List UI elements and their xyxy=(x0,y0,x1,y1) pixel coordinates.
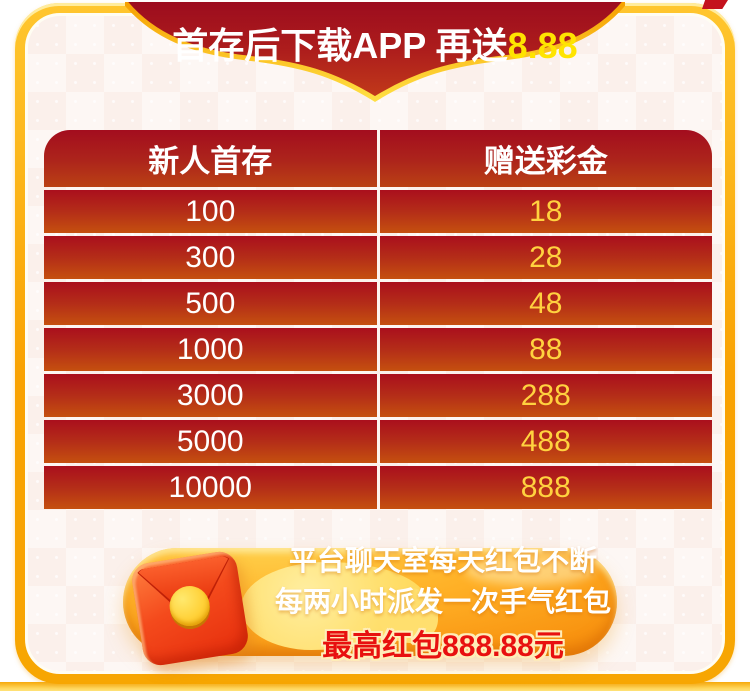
column-divider xyxy=(376,466,380,509)
promo-line-2: 每两小时派发一次手气红包 xyxy=(275,586,612,617)
column-divider xyxy=(376,190,380,233)
table-row: 3000 288 xyxy=(44,374,712,417)
column-divider xyxy=(376,282,380,325)
table-row: 100 18 xyxy=(44,190,712,233)
promo-line-max: 最高红包888.88元 xyxy=(322,630,564,663)
table-row: 500 48 xyxy=(44,282,712,325)
column-divider xyxy=(376,374,380,417)
promo-line-1: 平台聊天室每天红包不断 xyxy=(288,545,597,576)
download-app-banner[interactable]: 首存后下载APP 再送8.88 xyxy=(125,2,625,108)
deposit-cell: 100 xyxy=(44,190,377,233)
column-divider xyxy=(376,130,380,187)
deposit-cell: 5000 xyxy=(44,420,377,463)
deposit-cell: 10000 xyxy=(44,466,377,509)
banner-text: 首存后下载APP 再送8.88 xyxy=(125,17,625,69)
bonus-cell: 288 xyxy=(379,374,712,417)
ribbon-shape-icon xyxy=(125,2,625,102)
bonus-cell: 88 xyxy=(379,328,712,371)
column-divider xyxy=(376,328,380,371)
column-divider xyxy=(376,236,380,279)
banner-text-main: 首存后下载APP 再送 xyxy=(172,25,508,66)
table-header-row: 新人首存 赠送彩金 xyxy=(44,130,712,187)
bonus-cell: 28 xyxy=(379,236,712,279)
column-divider xyxy=(376,420,380,463)
deposit-cell: 3000 xyxy=(44,374,377,417)
yellow-splash-decoration xyxy=(378,588,438,643)
bottom-gold-strip xyxy=(0,682,750,691)
promo-text-block: 平台聊天室每天红包不断 每两小时派发一次手气红包 最高红包888.88元 xyxy=(275,545,611,663)
table-row: 1000 88 xyxy=(44,328,712,371)
deposit-cell: 1000 xyxy=(44,328,377,371)
red-corner-decoration xyxy=(702,0,728,9)
red-envelope-icon xyxy=(129,549,251,668)
bonus-cell: 18 xyxy=(379,190,712,233)
banner-text-highlight: 8.88 xyxy=(507,25,578,66)
header-deposit: 新人首存 xyxy=(44,130,377,187)
deposit-cell: 300 xyxy=(44,236,377,279)
bonus-cell: 48 xyxy=(379,282,712,325)
deposit-bonus-table: 新人首存 赠送彩金 100 18 300 28 500 48 1000 88 3… xyxy=(44,130,712,512)
table-row: 10000 888 xyxy=(44,466,712,509)
bonus-cell: 488 xyxy=(379,420,712,463)
header-bonus: 赠送彩金 xyxy=(379,130,712,187)
table-row: 300 28 xyxy=(44,236,712,279)
bonus-cell: 888 xyxy=(379,466,712,509)
table-row: 5000 488 xyxy=(44,420,712,463)
deposit-cell: 500 xyxy=(44,282,377,325)
